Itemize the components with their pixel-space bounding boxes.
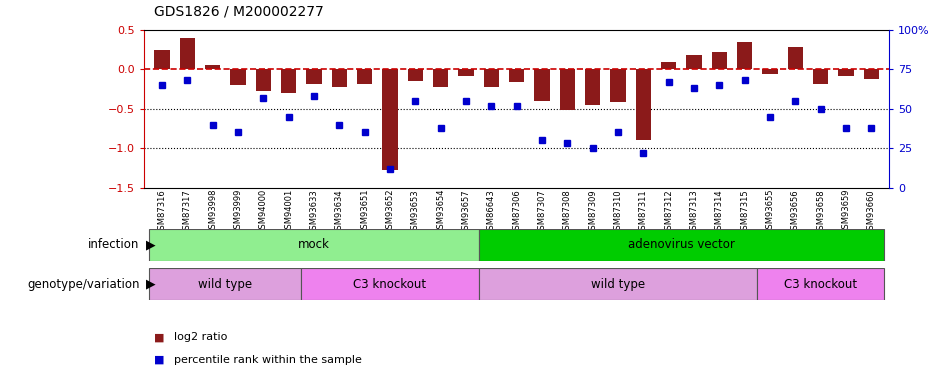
Bar: [281, 69, 296, 93]
Bar: [758, 268, 884, 300]
Bar: [149, 229, 479, 261]
Bar: [231, 69, 246, 85]
Text: wild type: wild type: [591, 278, 645, 291]
Bar: [737, 42, 752, 69]
Bar: [408, 69, 423, 81]
Bar: [479, 268, 758, 300]
Bar: [813, 69, 829, 84]
Bar: [509, 69, 524, 82]
Bar: [611, 69, 626, 102]
Bar: [560, 69, 575, 110]
Bar: [712, 52, 727, 69]
Bar: [585, 69, 600, 105]
Text: genotype/variation: genotype/variation: [27, 278, 140, 291]
Bar: [661, 62, 676, 69]
Text: ▶: ▶: [142, 278, 155, 291]
Text: C3 knockout: C3 knockout: [784, 278, 857, 291]
Bar: [331, 69, 347, 87]
Bar: [149, 268, 302, 300]
Text: log2 ratio: log2 ratio: [174, 333, 227, 342]
Bar: [534, 69, 549, 101]
Text: infection: infection: [88, 238, 140, 251]
Bar: [864, 69, 879, 79]
Text: adenovirus vector: adenovirus vector: [627, 238, 735, 251]
Text: wild type: wild type: [198, 278, 252, 291]
Text: mock: mock: [298, 238, 330, 251]
Bar: [458, 69, 474, 76]
Bar: [839, 69, 854, 76]
Bar: [383, 69, 398, 170]
Bar: [636, 69, 651, 140]
Bar: [788, 47, 803, 69]
Text: ▶: ▶: [142, 238, 155, 251]
Text: ■: ■: [154, 355, 164, 365]
Bar: [256, 69, 271, 92]
Bar: [433, 69, 449, 87]
Bar: [479, 229, 884, 261]
Text: GDS1826 / M200002277: GDS1826 / M200002277: [154, 5, 323, 19]
Bar: [762, 69, 777, 74]
Text: C3 knockout: C3 knockout: [354, 278, 426, 291]
Bar: [205, 65, 221, 69]
Bar: [686, 55, 702, 69]
Text: ■: ■: [154, 333, 164, 342]
Bar: [484, 69, 499, 87]
Bar: [358, 69, 372, 84]
Bar: [302, 268, 479, 300]
Bar: [180, 38, 195, 69]
Bar: [155, 50, 169, 69]
Bar: [306, 69, 321, 84]
Text: percentile rank within the sample: percentile rank within the sample: [174, 355, 362, 365]
